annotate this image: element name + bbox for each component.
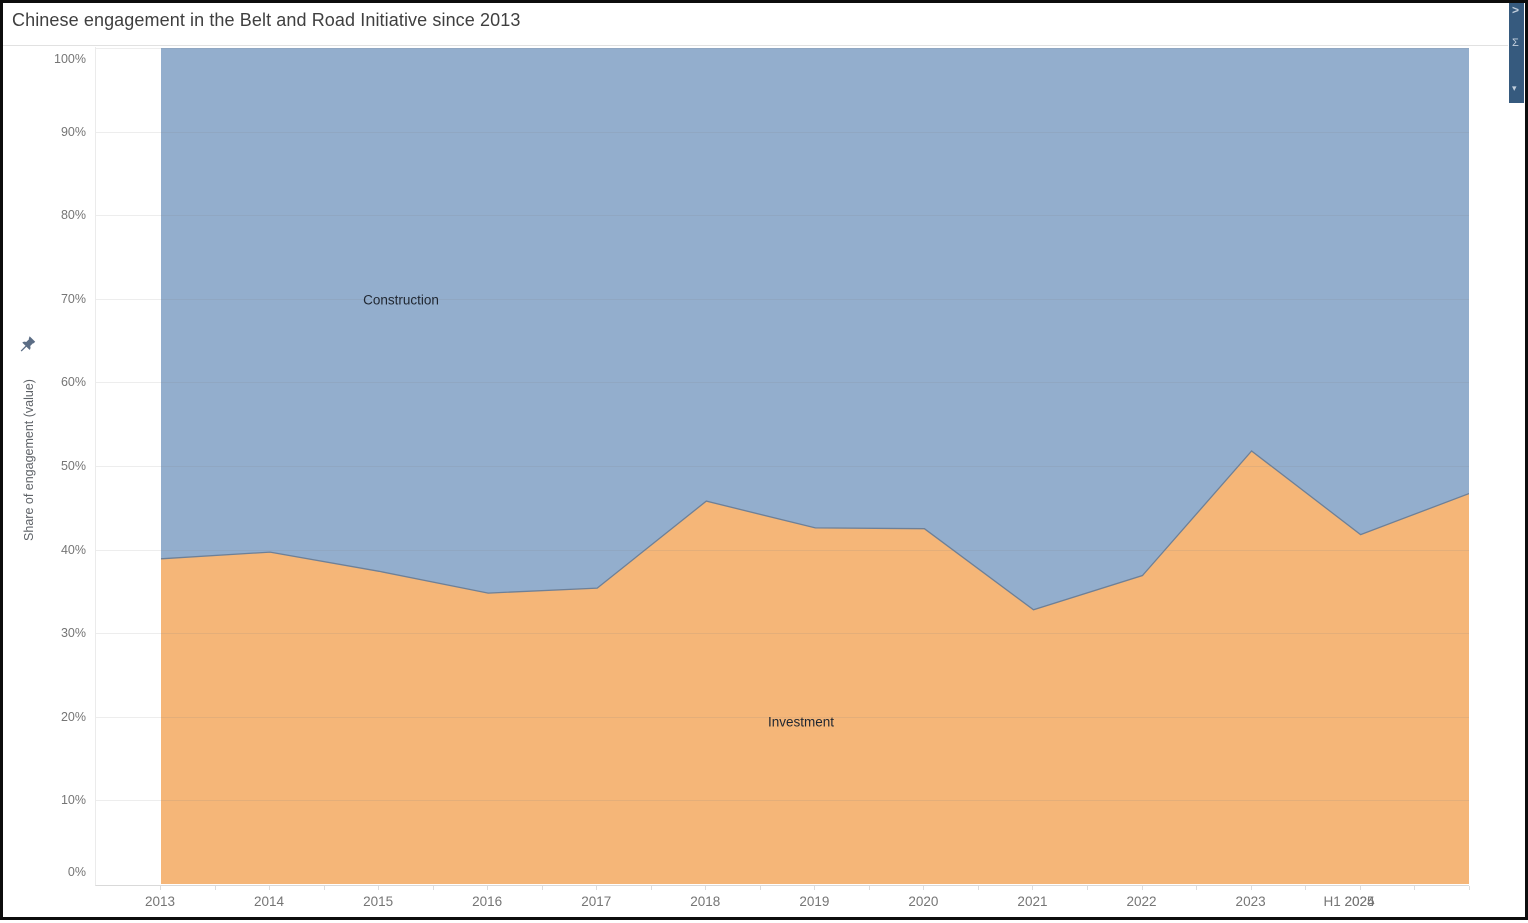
x-axis-minor-tick bbox=[160, 886, 161, 890]
construction-area[interactable] bbox=[161, 48, 1469, 610]
x-axis-minor-tick bbox=[977, 886, 979, 890]
y-tick-label-0: 0% bbox=[67, 865, 86, 879]
x-tick-label-2024: 2024 bbox=[1344, 894, 1375, 909]
investment-area[interactable] bbox=[161, 451, 1469, 884]
y-tick-label-60: 60% bbox=[60, 375, 86, 390]
x-tick-label-2023: 2023 bbox=[1235, 894, 1266, 909]
x-axis-minor-tick bbox=[1414, 886, 1416, 890]
chart-title: Chinese engagement in the Belt and Road … bbox=[12, 10, 521, 30]
x-tick-label-2021: 2021 bbox=[1017, 894, 1048, 909]
x-axis-minor-tick bbox=[1468, 886, 1470, 890]
y-tick-label-90: 90% bbox=[60, 124, 86, 139]
x-axis-minor-tick bbox=[323, 886, 325, 890]
x-axis-minor-tick bbox=[596, 886, 598, 890]
x-axis-minor-tick bbox=[759, 886, 761, 890]
y-tick-label-70: 70% bbox=[60, 291, 86, 306]
x-axis-minor-tick bbox=[541, 886, 543, 890]
x-axis-minor-tick bbox=[814, 886, 816, 890]
x-axis-minor-tick bbox=[1305, 886, 1307, 890]
x-tick-label-2019: 2019 bbox=[799, 894, 830, 909]
x-axis-minor-tick bbox=[432, 886, 434, 890]
collapsed-panel-strip[interactable]: > Σ ▾ bbox=[1509, 0, 1524, 103]
x-axis-minor-tick bbox=[650, 886, 652, 890]
y-tick-label-50: 50% bbox=[60, 459, 86, 473]
x-axis-minor-tick bbox=[269, 886, 271, 890]
x-axis-minor-tick bbox=[1196, 886, 1198, 890]
x-tick-label-2013: 2013 bbox=[144, 894, 176, 909]
x-tick-label-2022: 2022 bbox=[1126, 894, 1157, 909]
x-axis-minor-tick bbox=[1250, 886, 1252, 890]
y-tick-label-100: 100% bbox=[54, 52, 86, 66]
y-tick-label-40: 40% bbox=[60, 542, 86, 557]
caret-down-icon[interactable]: ▾ bbox=[1512, 83, 1517, 93]
y-tick-label-10: 10% bbox=[60, 793, 86, 808]
x-tick-label-2015: 2015 bbox=[363, 894, 394, 909]
x-axis-minor-tick bbox=[923, 886, 925, 890]
sigma-icon[interactable]: Σ bbox=[1512, 37, 1519, 49]
title-separator bbox=[2, 45, 1508, 46]
x-axis-minor-tick bbox=[1359, 886, 1361, 890]
x-axis-minor-tick bbox=[1141, 886, 1143, 890]
stacked-area-chart bbox=[160, 48, 1469, 884]
x-axis-minor-tick bbox=[868, 886, 870, 890]
x-tick-label-2017: 2017 bbox=[581, 894, 612, 909]
x-axis-minor-tick bbox=[705, 886, 707, 890]
y-tick-label-30: 30% bbox=[60, 626, 86, 641]
chevron-right-icon[interactable]: > bbox=[1512, 3, 1520, 17]
x-axis-minor-tick bbox=[378, 886, 380, 890]
x-tick-label-2020: 2020 bbox=[908, 894, 939, 909]
x-axis-minor-tick bbox=[1086, 886, 1088, 890]
x-tick-label-2014: 2014 bbox=[254, 894, 285, 909]
x-axis-minor-tick bbox=[1032, 886, 1034, 890]
series-boundary-line bbox=[160, 450, 1469, 611]
x-tick-label-H1-2025: H1 2025 bbox=[1323, 894, 1375, 909]
plot-area: Investment Construction bbox=[95, 47, 1469, 886]
x-axis-minor-tick bbox=[214, 886, 216, 890]
x-axis-minor-tick bbox=[487, 886, 489, 890]
y-tick-label-80: 80% bbox=[60, 208, 86, 223]
x-tick-label-2016: 2016 bbox=[472, 894, 503, 909]
y-tick-label-20: 20% bbox=[60, 709, 86, 724]
x-tick-label-2018: 2018 bbox=[690, 894, 721, 909]
pin-icon[interactable] bbox=[19, 334, 37, 356]
